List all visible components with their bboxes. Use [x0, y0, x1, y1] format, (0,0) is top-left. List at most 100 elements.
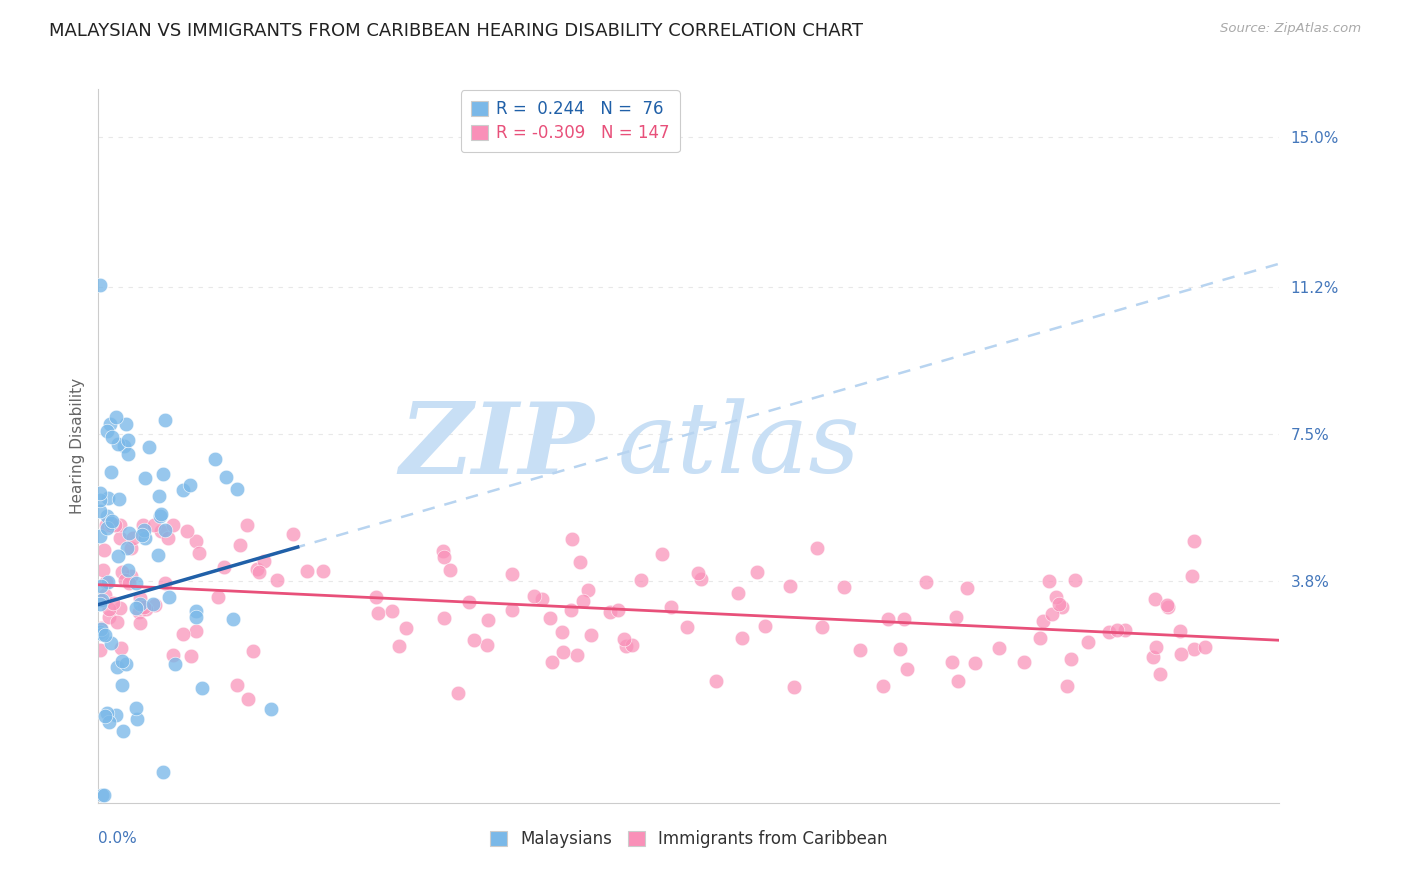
Point	[89, 625, 111, 640]
Point	[89, 642, 111, 657]
Point	[915, 574, 938, 589]
Y-axis label: Hearing Disability: Hearing Disability	[69, 378, 84, 514]
Point	[1047, 597, 1070, 611]
Point	[142, 518, 165, 533]
Point	[89, 277, 111, 292]
Point	[110, 565, 132, 579]
Point	[100, 465, 122, 479]
Point	[104, 409, 127, 424]
Point	[162, 518, 184, 533]
Point	[779, 579, 801, 593]
Point	[91, 564, 114, 578]
Point	[541, 655, 564, 669]
Point	[190, 681, 212, 696]
Point	[946, 674, 969, 689]
Point	[143, 599, 166, 613]
Point	[150, 524, 173, 538]
Point	[523, 589, 546, 603]
Point	[146, 548, 169, 562]
Point	[125, 601, 148, 615]
Point	[439, 563, 461, 577]
Point	[129, 616, 152, 631]
Point	[117, 447, 139, 461]
Point	[877, 611, 900, 625]
Point	[1182, 642, 1205, 657]
Point	[1170, 647, 1192, 661]
Point	[90, 579, 112, 593]
Text: Source: ZipAtlas.com: Source: ZipAtlas.com	[1220, 22, 1361, 36]
Point	[236, 518, 259, 533]
Point	[1060, 652, 1083, 666]
Point	[614, 639, 637, 653]
Point	[531, 591, 554, 606]
Point	[659, 599, 682, 614]
Point	[1194, 640, 1216, 654]
Point	[114, 573, 136, 587]
Point	[988, 640, 1011, 655]
Point	[207, 590, 229, 604]
Point	[172, 627, 194, 641]
Point	[599, 605, 621, 619]
Point	[433, 611, 456, 625]
Point	[225, 482, 247, 496]
Point	[101, 595, 124, 609]
Point	[132, 518, 155, 533]
Point	[806, 541, 828, 556]
Point	[122, 531, 145, 545]
Point	[1077, 635, 1099, 649]
Point	[550, 625, 572, 640]
Point	[1144, 591, 1167, 606]
Point	[138, 440, 160, 454]
Point	[101, 430, 124, 444]
Point	[89, 597, 111, 611]
Point	[1144, 640, 1167, 654]
Point	[538, 611, 561, 625]
Point	[107, 437, 129, 451]
Point	[236, 692, 259, 706]
Text: atlas: atlas	[619, 399, 860, 493]
Point	[155, 576, 177, 591]
Point	[266, 573, 288, 587]
Point	[849, 642, 872, 657]
Point	[97, 491, 120, 505]
Point	[118, 526, 141, 541]
Point	[97, 574, 120, 589]
Point	[381, 604, 404, 618]
Point	[364, 590, 387, 604]
Point	[463, 633, 485, 648]
Point	[1032, 614, 1054, 628]
Point	[1038, 574, 1060, 589]
Point	[155, 524, 177, 538]
Point	[120, 569, 142, 583]
Point	[893, 612, 915, 626]
Point	[180, 649, 202, 664]
Point	[153, 413, 176, 427]
Point	[157, 590, 180, 604]
Point	[110, 641, 132, 656]
Point	[152, 467, 174, 481]
Point	[184, 609, 207, 624]
Point	[551, 645, 574, 659]
Point	[184, 533, 207, 548]
Point	[226, 678, 249, 692]
Point	[94, 588, 117, 602]
Point	[134, 531, 156, 545]
Point	[1114, 623, 1136, 637]
Point	[104, 707, 127, 722]
Point	[89, 493, 111, 508]
Point	[1056, 679, 1078, 693]
Point	[107, 549, 129, 563]
Point	[101, 514, 124, 528]
Point	[98, 715, 121, 730]
Point	[367, 606, 389, 620]
Point	[295, 564, 318, 578]
Point	[811, 620, 834, 634]
Point	[96, 521, 118, 535]
Point	[1149, 666, 1171, 681]
Legend: Malaysians, Immigrants from Caribbean: Malaysians, Immigrants from Caribbean	[484, 824, 894, 855]
Point	[1181, 569, 1204, 583]
Point	[388, 640, 411, 654]
Point	[98, 602, 121, 616]
Point	[96, 509, 118, 524]
Point	[165, 657, 187, 671]
